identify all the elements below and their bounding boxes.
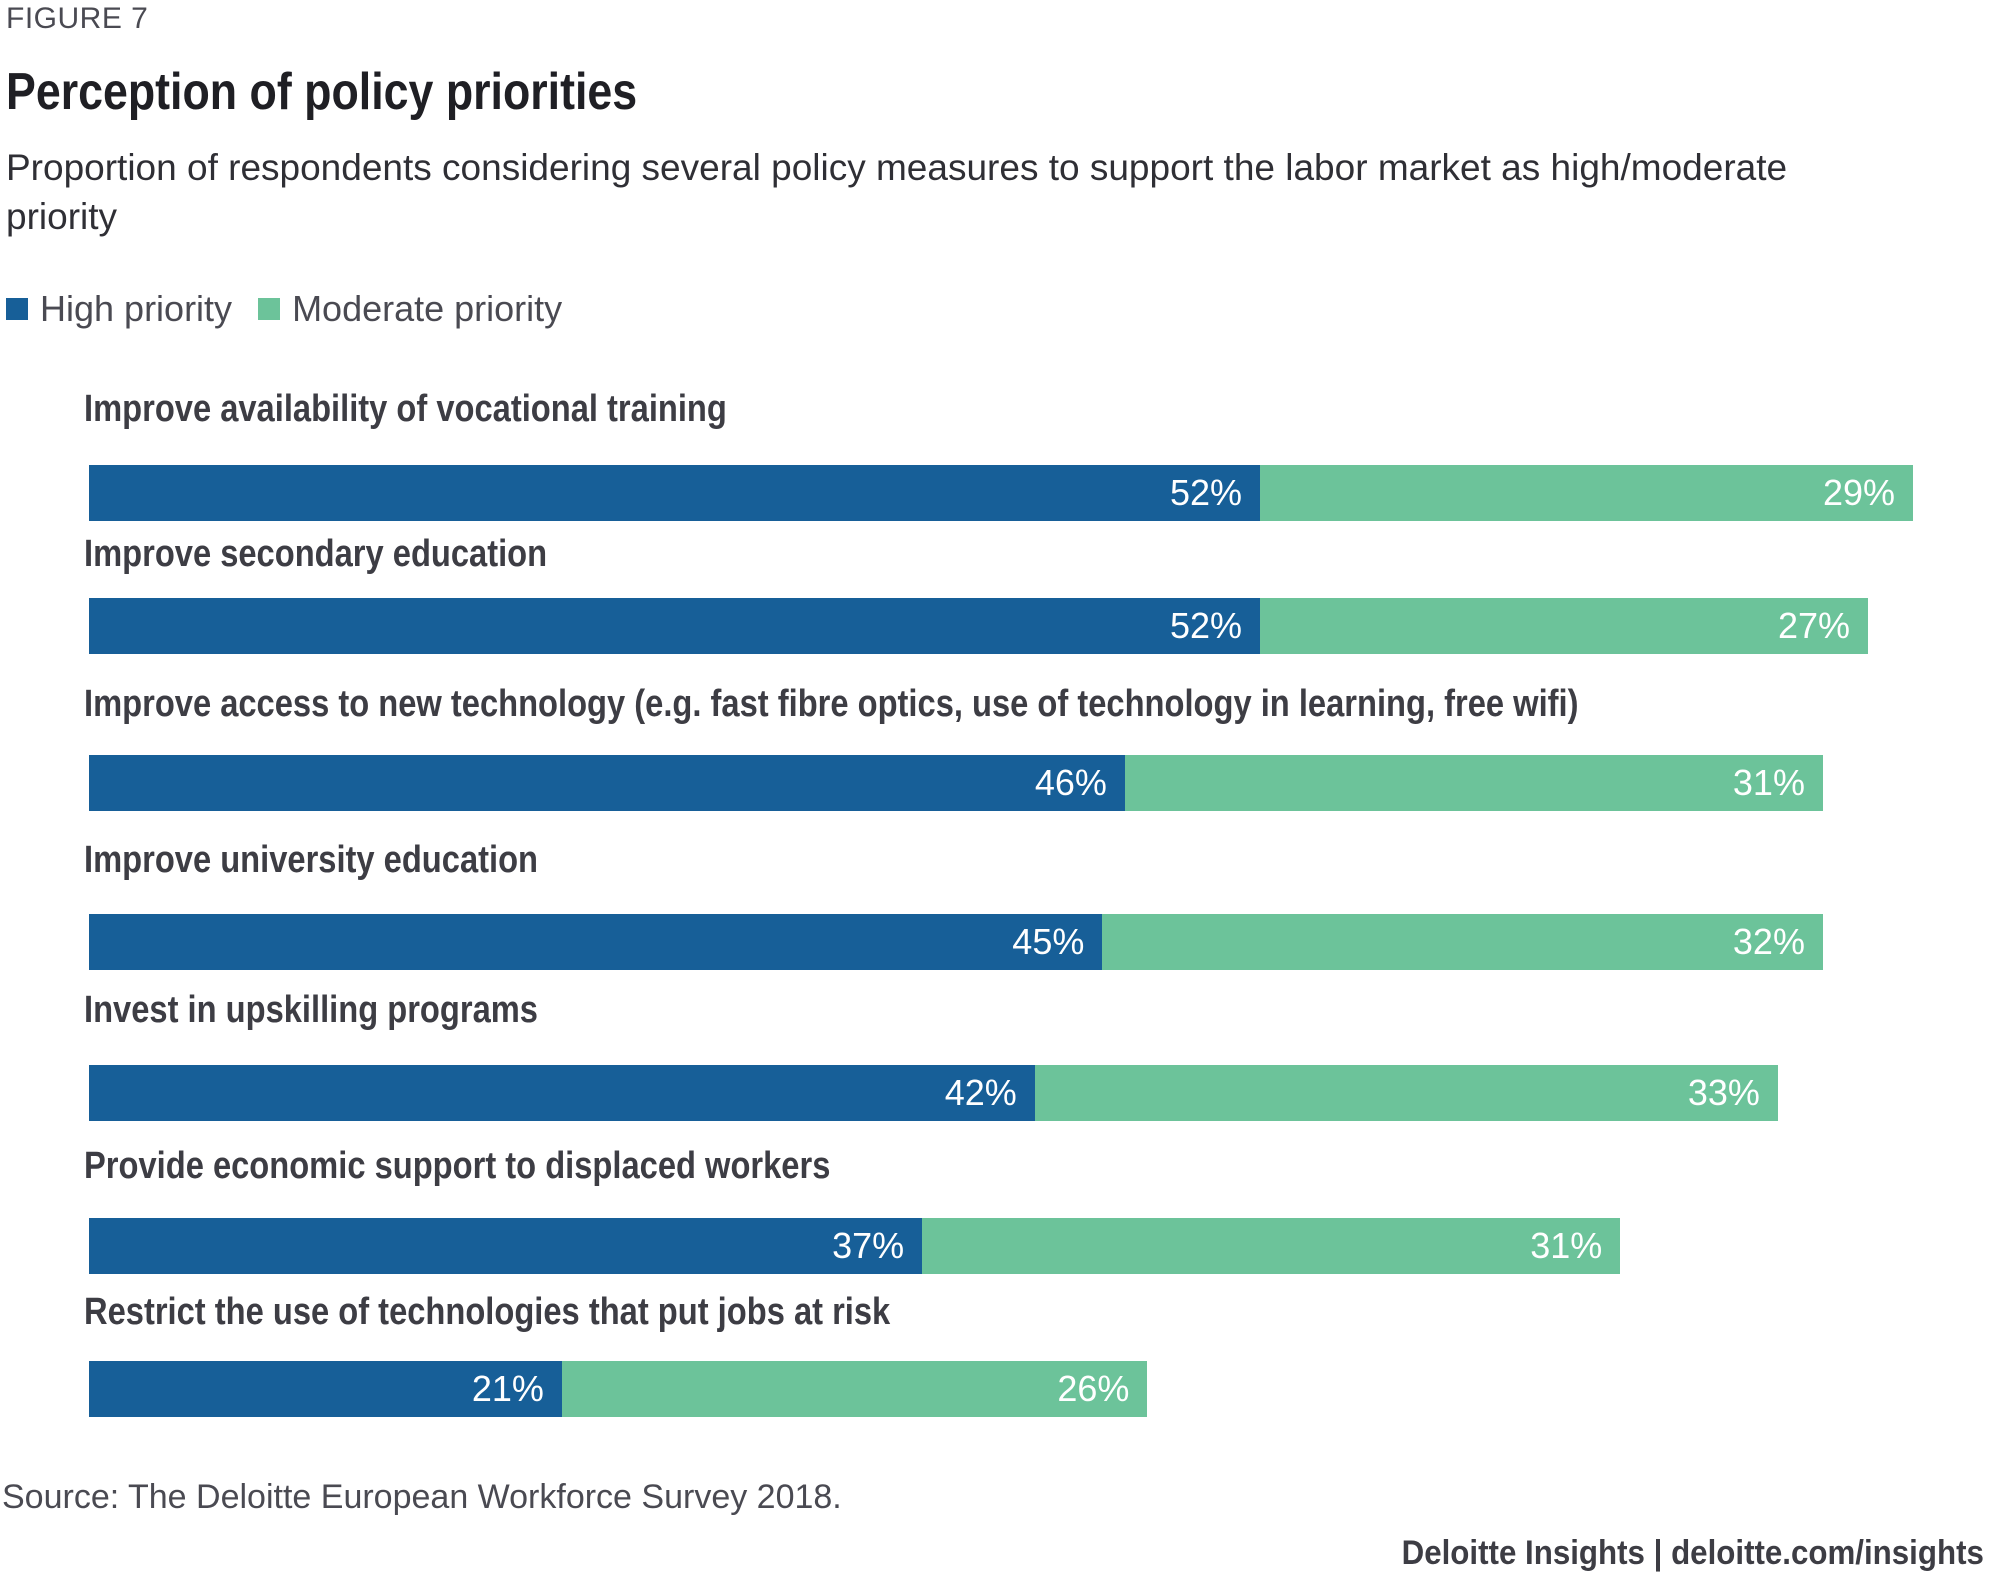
chart-subtitle: Proportion of respondents considering se… bbox=[6, 147, 1788, 237]
data-label: 45% bbox=[1012, 921, 1085, 962]
bar-high-priority: 52% bbox=[89, 465, 1260, 521]
data-label: 29% bbox=[1822, 472, 1896, 513]
bar-moderate-priority: 26% bbox=[561, 1361, 1148, 1417]
data-label: 31% bbox=[1732, 762, 1805, 803]
legend-item-high: High priority bbox=[6, 288, 232, 330]
data-label: 52% bbox=[1169, 605, 1242, 646]
category-label: Improve university education bbox=[84, 839, 539, 881]
bar-moderate-priority: 29% bbox=[1260, 465, 1914, 521]
category-label: Provide economic support to displaced wo… bbox=[84, 1145, 831, 1187]
data-label: 37% bbox=[832, 1225, 905, 1266]
category-label: Restrict the use of technologies that pu… bbox=[84, 1291, 891, 1333]
data-label: 31% bbox=[1530, 1225, 1603, 1266]
bar-high-priority: 42% bbox=[89, 1065, 1035, 1121]
bar-high-priority: 21% bbox=[89, 1361, 562, 1417]
bar-moderate-priority: 32% bbox=[1102, 914, 1823, 970]
bar-moderate-priority: 33% bbox=[1034, 1065, 1778, 1121]
category-label: Invest in upskilling programs bbox=[84, 989, 538, 1031]
figure-label: FIGURE 7 bbox=[6, 2, 149, 35]
legend-swatch-moderate bbox=[258, 298, 281, 320]
bar-high-priority: 45% bbox=[89, 914, 1103, 970]
bar-high-priority: 52% bbox=[89, 598, 1260, 654]
data-label: 21% bbox=[471, 1368, 544, 1409]
data-label: 33% bbox=[1687, 1072, 1760, 1113]
bar-moderate-priority: 31% bbox=[922, 1218, 1621, 1274]
data-label: 27% bbox=[1777, 605, 1851, 646]
data-label: 26% bbox=[1057, 1368, 1130, 1409]
legend-item-moderate: Moderate priority bbox=[258, 288, 562, 330]
data-label: 32% bbox=[1732, 921, 1805, 962]
bar-high-priority: 46% bbox=[89, 755, 1125, 811]
data-label: 42% bbox=[944, 1072, 1017, 1113]
category-label: Improve secondary education bbox=[84, 533, 548, 575]
bar-moderate-priority: 27% bbox=[1260, 598, 1869, 654]
legend: High priority Moderate priority bbox=[6, 288, 588, 330]
bar-moderate-priority: 31% bbox=[1124, 755, 1823, 811]
data-label: 52% bbox=[1169, 472, 1242, 513]
category-label: Improve access to new technology (e.g. f… bbox=[84, 683, 1579, 725]
bar-high-priority: 37% bbox=[89, 1218, 923, 1274]
legend-label-moderate: Moderate priority bbox=[292, 288, 563, 329]
legend-label-high: High priority bbox=[40, 288, 233, 329]
category-label: Improve availability of vocational train… bbox=[84, 388, 727, 430]
legend-swatch-high bbox=[6, 298, 28, 320]
data-label: 46% bbox=[1034, 762, 1107, 803]
chart-title: Perception of policy priorities bbox=[6, 63, 638, 121]
source-note: Source: The Deloitte European Workforce … bbox=[2, 1478, 842, 1516]
footer-credit: Deloitte Insights | deloitte.com/insight… bbox=[1401, 1534, 1984, 1572]
